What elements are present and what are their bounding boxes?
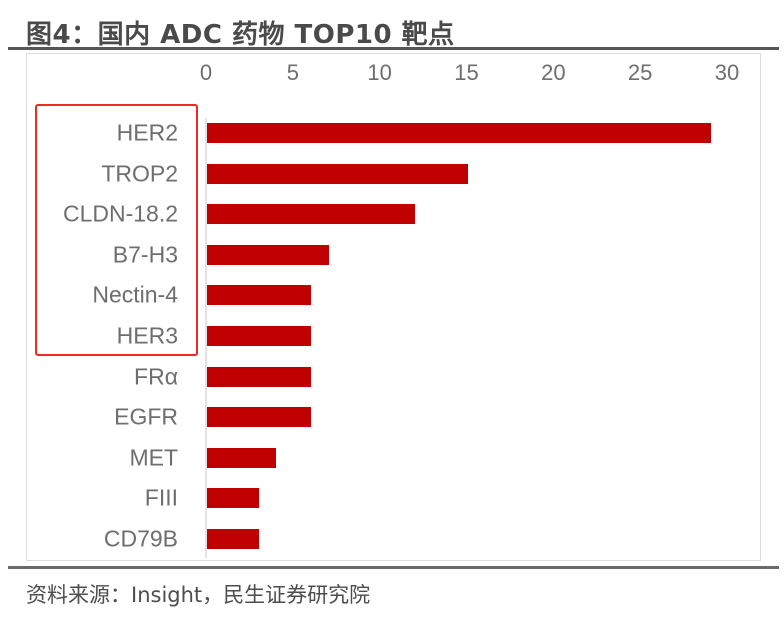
source-note: 资料来源：Insight，民生证券研究院 [26,583,371,607]
category-label: FIII [144,484,178,511]
x-tick-label: 10 [367,60,392,85]
category-label: HER2 [116,119,178,146]
title-divider [8,47,779,50]
category-label: TROP2 [101,160,178,187]
category-label: B7-H3 [112,241,178,268]
bar [207,163,468,184]
x-tick-label: 20 [541,60,566,85]
bar [207,407,312,428]
x-tick-label: 0 [199,60,213,85]
bar [207,204,416,225]
chart-title: 图4：国内 ADC 药物 TOP10 靶点 [26,20,455,50]
category-label: CLDN-18.2 [62,200,178,227]
category-label: FRα [134,363,178,390]
bar [207,447,277,468]
bar [207,123,711,143]
bar [207,529,260,549]
x-tick-label: 5 [286,60,299,85]
bar [207,366,312,387]
bar [207,285,312,306]
bar [207,488,260,509]
bar [207,326,312,346]
x-tick-label: 25 [627,60,653,85]
bottom-divider [8,566,779,569]
highlight-box [35,104,198,356]
bar [207,244,329,265]
category-label: EGFR [114,403,178,430]
x-tick-label: 30 [714,60,740,85]
y-axis-line [205,118,207,558]
category-label: CD79B [103,525,178,552]
category-label: Nectin-4 [92,281,178,308]
x-tick-label: 15 [454,60,479,85]
category-label: MET [129,444,178,471]
category-label: HER3 [116,322,178,349]
